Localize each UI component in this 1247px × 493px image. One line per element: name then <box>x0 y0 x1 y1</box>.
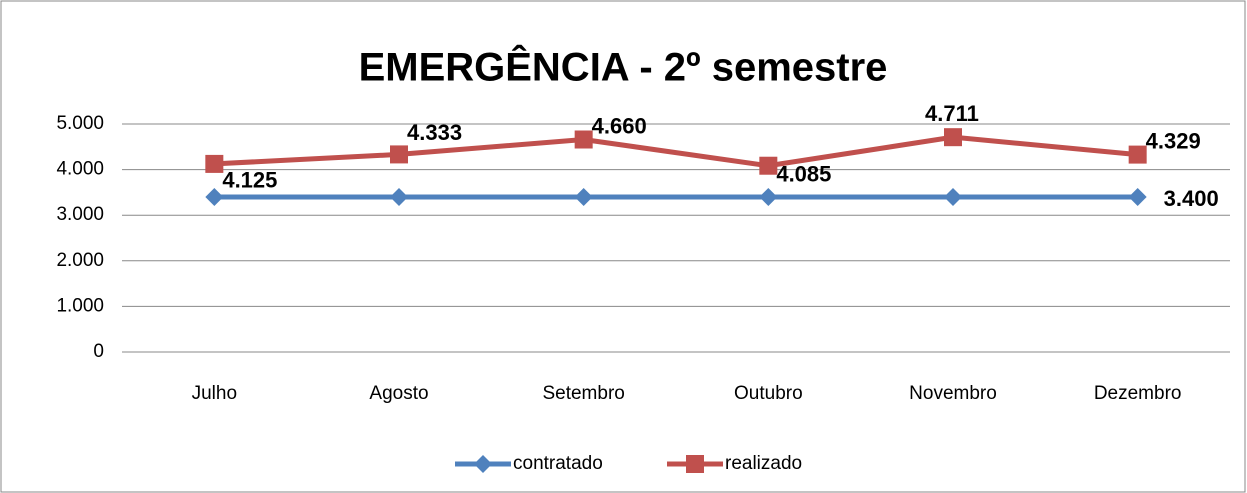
x-tick-label: Dezembro <box>1094 383 1182 404</box>
legend-label: contratado <box>513 453 603 474</box>
data-point <box>574 130 593 149</box>
data-point <box>944 187 962 206</box>
legend-marker <box>474 455 492 473</box>
legend-marker <box>686 455 704 473</box>
chart-title: EMERGÊNCIA - 2º semestre <box>359 44 888 90</box>
x-tick-label: Agosto <box>369 383 428 404</box>
data-point <box>1128 145 1147 164</box>
data-point <box>759 187 778 206</box>
y-tick-label: 3.000 <box>56 204 104 225</box>
series-line <box>214 134 1138 169</box>
data-point <box>1128 187 1147 206</box>
x-tick-label: Novembro <box>909 383 997 404</box>
data-point <box>390 145 408 164</box>
data-label: 3.400 <box>1164 186 1219 211</box>
data-label: 4.333 <box>407 120 462 145</box>
y-tick-label: 5.000 <box>56 113 104 134</box>
data-point <box>759 156 778 175</box>
data-label: 4.125 <box>222 168 277 193</box>
data-point <box>205 187 224 206</box>
y-tick-label: 0 <box>93 341 104 362</box>
legend-label: realizado <box>725 453 802 474</box>
data-label: 4.329 <box>1146 128 1201 153</box>
data-label: 4.711 <box>925 101 979 126</box>
data-label: 4.660 <box>592 113 647 138</box>
x-tick-label: Setembro <box>542 383 624 404</box>
y-tick-label: 2.000 <box>56 250 104 271</box>
data-point <box>574 187 593 206</box>
data-point <box>944 128 962 147</box>
x-tick-label: Julho <box>192 383 237 404</box>
x-tick-label: Outubro <box>734 383 803 404</box>
data-point <box>390 187 408 206</box>
data-label: 4.085 <box>776 162 831 187</box>
y-tick-label: 1.000 <box>56 295 104 316</box>
y-tick-label: 4.000 <box>56 159 104 180</box>
data-point <box>205 154 224 173</box>
